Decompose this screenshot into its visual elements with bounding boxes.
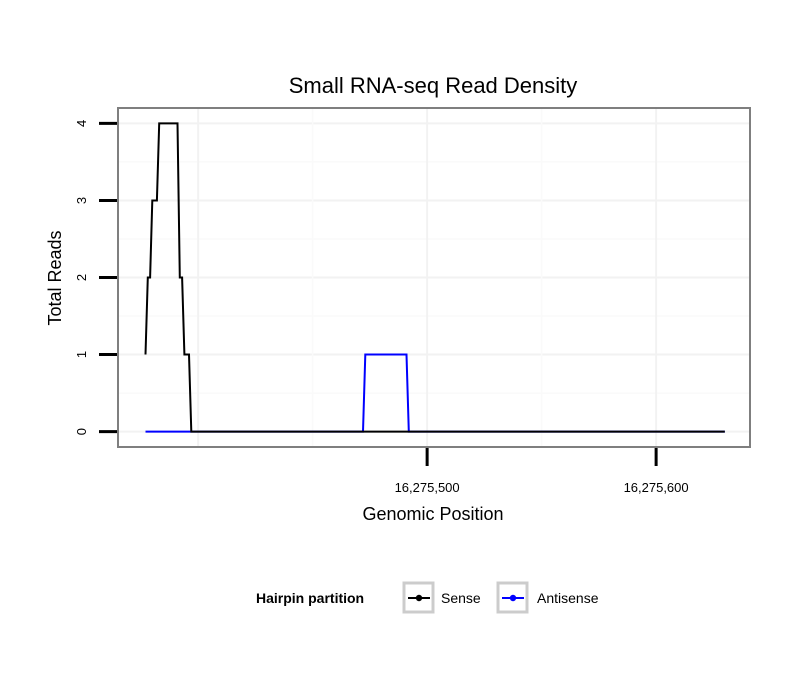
y-tick-label: 0 [74, 428, 89, 435]
legend-label-sense: Sense [441, 590, 481, 606]
chart-title: Small RNA-seq Read Density [289, 73, 578, 98]
y-axis: 0 1 2 3 4 [74, 120, 117, 435]
x-tick-label: 16,275,600 [624, 480, 689, 495]
legend-point-sense [415, 594, 423, 602]
y-tick-label: 3 [74, 197, 89, 204]
legend-item-antisense: Antisense [496, 581, 599, 614]
grid [118, 108, 750, 447]
y-tick-label: 4 [74, 120, 89, 127]
x-axis: 16,275,500 16,275,600 [395, 448, 689, 495]
series-line-sense [144, 122, 725, 433]
legend-point-antisense [509, 594, 517, 602]
plot-panel-border [117, 107, 751, 448]
y-tick-label: 1 [74, 351, 89, 358]
legend-title: Hairpin partition [256, 590, 364, 606]
legend: Hairpin partition Sense Antisense [256, 581, 599, 614]
legend-item-sense: Sense [402, 581, 481, 614]
x-axis-title: Genomic Position [362, 504, 503, 524]
y-axis-title: Total Reads [45, 230, 65, 325]
legend-label-antisense: Antisense [537, 590, 599, 606]
series-layer [144, 122, 725, 433]
x-tick-label: 16,275,500 [395, 480, 460, 495]
y-tick-label: 2 [74, 274, 89, 281]
